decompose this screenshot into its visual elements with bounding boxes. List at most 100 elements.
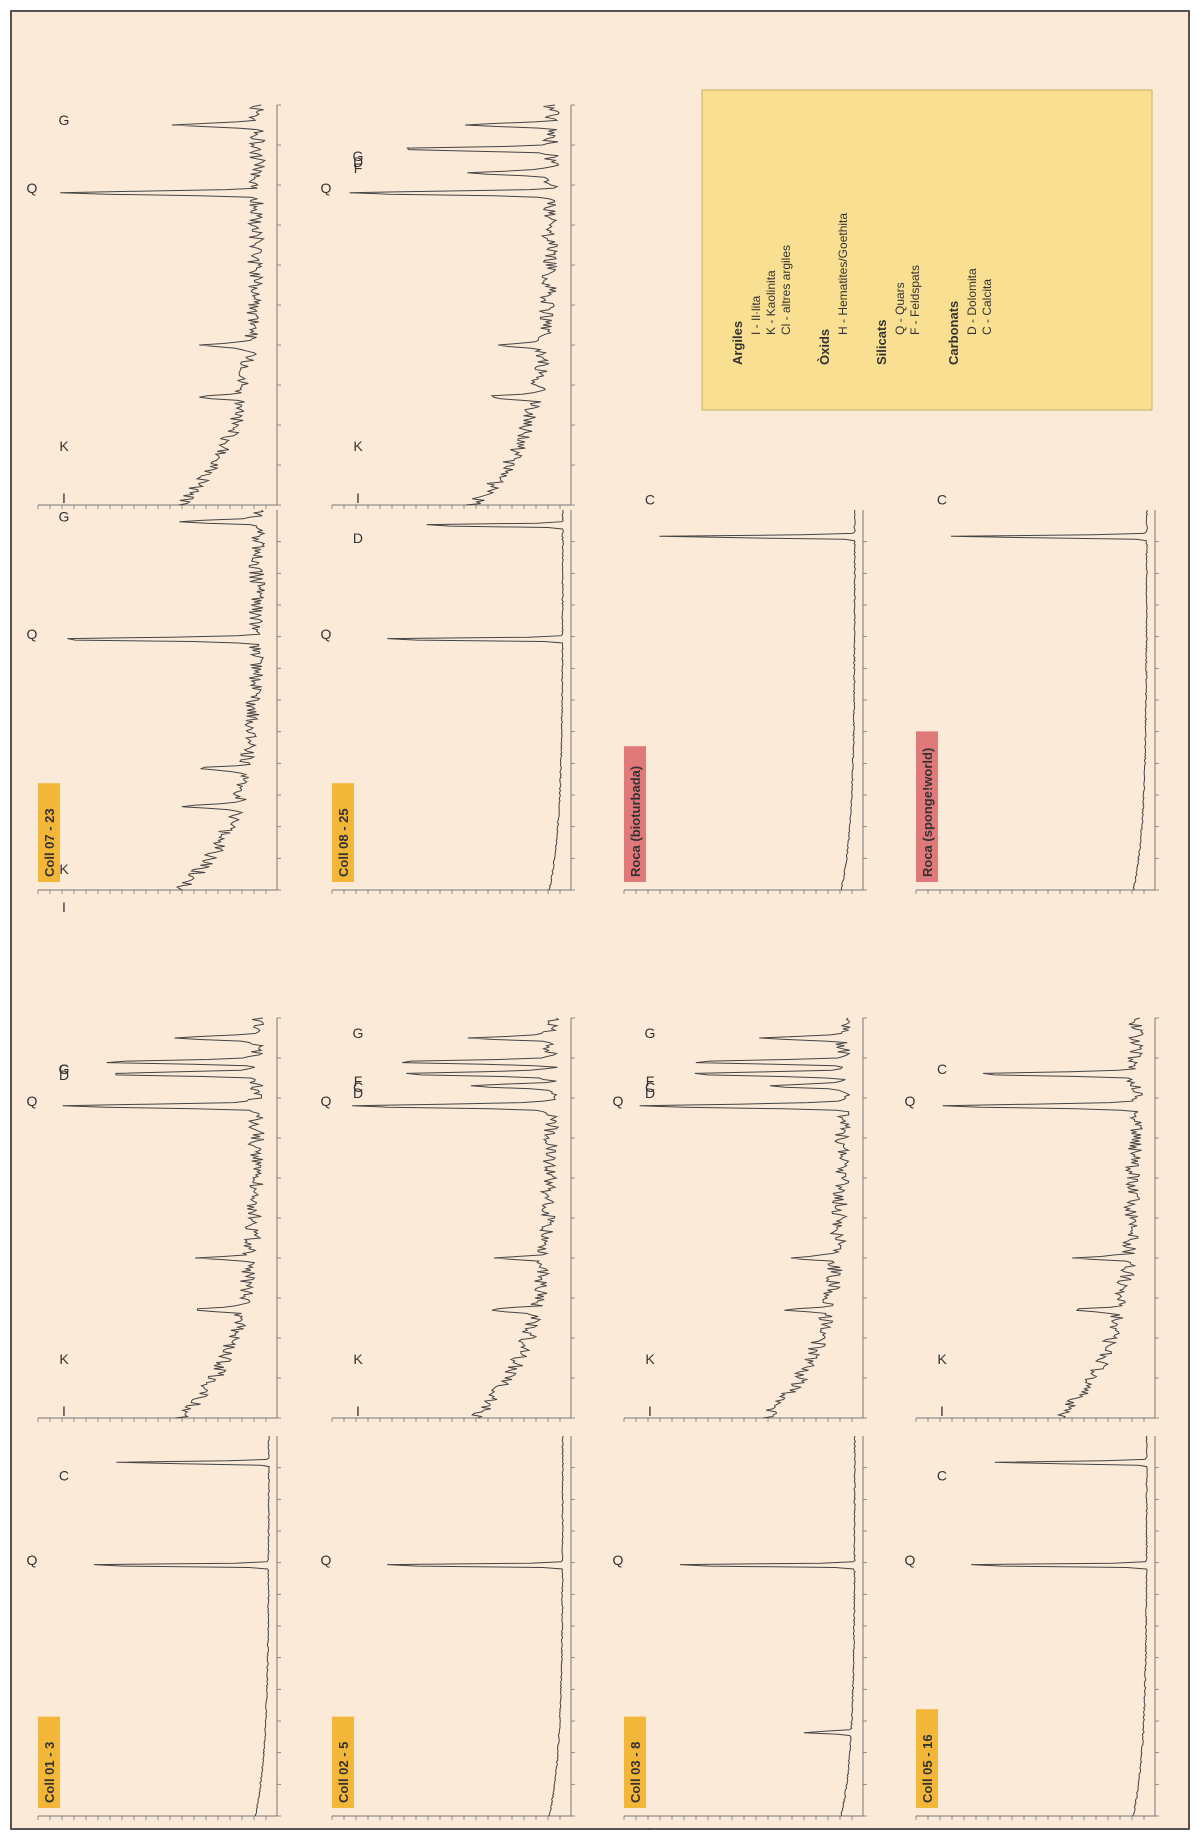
- sample-tag-bg: [38, 1716, 60, 1808]
- diffraction-trace: [971, 1435, 1148, 1817]
- xrd-panel: I K Q C: [905, 1017, 1159, 1422]
- sample-tag-label: Coll 03 - 8: [628, 1742, 643, 1803]
- diffraction-trace: [349, 104, 560, 506]
- peak-label-Q: Q: [27, 626, 38, 642]
- peak-label-Q: Q: [27, 1552, 38, 1568]
- peak-label-I: I: [62, 899, 66, 915]
- peak-label-Q: Q: [905, 1552, 916, 1568]
- legend-box: [701, 89, 1153, 411]
- xrd-panel: I K Q FDG: [321, 104, 575, 509]
- peak-label-G: G: [353, 1025, 364, 1041]
- peak-label-D: D: [353, 1085, 363, 1101]
- xrd-panel: Q C Coll 01 - 3: [27, 1435, 281, 1820]
- peak-label-K: K: [59, 861, 69, 877]
- diffraction-trace: [659, 509, 856, 891]
- sample-tag-bg: [38, 783, 60, 882]
- sample-tag-label: Roca (bioturbada): [628, 766, 643, 877]
- peak-label-Q: Q: [321, 1552, 332, 1568]
- sample-tag-label: Coll 07 - 23: [42, 808, 57, 877]
- peak-label-I: I: [356, 490, 360, 506]
- peak-label-I: I: [648, 1825, 652, 1830]
- sample-tag-label: Coll 01 - 3: [42, 1742, 57, 1803]
- legend-item: D - Dolomita: [965, 268, 979, 335]
- peak-label-C: C: [645, 1079, 655, 1095]
- legend-item: K - Kaolinita: [764, 270, 778, 335]
- peak-label-K: K: [353, 1351, 363, 1367]
- peak-label-G: G: [59, 508, 70, 524]
- legend-section-title: Òxids: [817, 329, 832, 365]
- peak-label-Q: Q: [321, 1093, 332, 1109]
- peak-label-C: C: [937, 1061, 947, 1077]
- sample-tag: Roca (bioturbada): [624, 746, 646, 882]
- legend-item: C - Calcita: [980, 279, 994, 335]
- legend-item: F - Feldspats: [908, 265, 922, 335]
- sample-tag: Roca (sponge!world): [916, 731, 938, 882]
- diffraction-trace: [950, 509, 1148, 891]
- peak-label-G: G: [353, 148, 364, 164]
- peak-label-C: C: [353, 1079, 363, 1095]
- sample-tag-label: Roca (sponge!world): [920, 748, 935, 877]
- xrd-panel: I K Q G: [27, 104, 281, 509]
- legend: Argiles I - Il·lita K - Kaolinita Cl - altr…: [701, 89, 1153, 411]
- sample-tag-bg: [332, 783, 354, 882]
- peak-label-K: K: [353, 438, 363, 454]
- xrd-panel: C Roca (bioturbada): [623, 492, 867, 894]
- peak-label-D: D: [645, 1085, 655, 1101]
- sample-tag: Coll 02 - 5: [332, 1716, 354, 1808]
- xrd-panel: Q C Coll 05 - 16: [905, 1435, 1159, 1820]
- peak-label-F: F: [646, 1073, 655, 1089]
- peak-label-F: F: [354, 1073, 363, 1089]
- peak-label-I: I: [62, 490, 66, 506]
- xrd-panel: Q D Coll 08 - 25: [321, 509, 575, 894]
- peak-label-G: G: [59, 112, 70, 128]
- peak-label-Q: Q: [613, 1093, 624, 1109]
- peak-label-D: D: [59, 1067, 69, 1083]
- legend-item: H - Hematites/Goethita: [836, 213, 850, 335]
- peak-label-K: K: [937, 1351, 947, 1367]
- sample-tag: Coll 01 - 3: [38, 1716, 60, 1808]
- peak-label-I: I: [648, 1403, 652, 1419]
- peak-label-G: G: [645, 1025, 656, 1041]
- xrd-panel: Q Coll 02 - 5: [321, 1435, 575, 1820]
- diffraction-trace: [639, 1017, 852, 1419]
- peak-label-Q: Q: [27, 180, 38, 196]
- diffraction-trace: [352, 1017, 560, 1419]
- sample-tag: Coll 07 - 23: [38, 783, 60, 882]
- diffraction-trace: [60, 104, 266, 506]
- diffraction-trace: [62, 1017, 265, 1419]
- xrd-panel: I K Q FCD G: [321, 1017, 575, 1422]
- peak-label-I: I: [62, 1403, 66, 1419]
- peak-label-K: K: [59, 438, 69, 454]
- peak-label-Q: Q: [27, 1093, 38, 1109]
- legend-section-title: Silicats: [874, 319, 889, 365]
- xrd-panel: I K Q CDG: [27, 1017, 281, 1422]
- diffraction-trace: [387, 1435, 564, 1817]
- peak-label-F: F: [354, 160, 363, 176]
- sample-tag-label: Coll 05 - 16: [920, 1734, 935, 1803]
- peak-label-Q: Q: [321, 626, 332, 642]
- sample-tag: Coll 03 - 8: [624, 1716, 646, 1808]
- sample-tag-label: Coll 02 - 5: [336, 1742, 351, 1803]
- xrd-panel: I Q Coll 03 - 8: [613, 1435, 867, 1830]
- peak-label-K: K: [59, 1351, 69, 1367]
- peak-label-Q: Q: [321, 180, 332, 196]
- legend-section-title: Carbonats: [946, 301, 961, 365]
- peak-label-Q: Q: [613, 1552, 624, 1568]
- xrd-panel: C Roca (sponge!world): [915, 492, 1159, 894]
- sample-tag-bg: [916, 731, 938, 882]
- sample-tag-label: Coll 08 - 25: [336, 808, 351, 877]
- sample-tag-bg: [332, 1716, 354, 1808]
- peak-label-Q: Q: [905, 1093, 916, 1109]
- sample-tag-bg: [624, 1716, 646, 1808]
- peak-label-D: D: [353, 154, 363, 170]
- peak-label-I: I: [356, 1403, 360, 1419]
- sample-tag: Coll 05 - 16: [916, 1709, 938, 1808]
- peak-label-D: D: [353, 530, 363, 546]
- peak-label-C: C: [645, 492, 655, 508]
- xrd-panel: I K Q G Coll 07 - 23: [27, 508, 281, 915]
- peak-label-C: C: [59, 1061, 69, 1077]
- legend-item: Cl - altres argiles: [779, 245, 793, 335]
- legend-section-title: Argiles: [730, 321, 745, 365]
- peak-label-C: C: [59, 1468, 69, 1484]
